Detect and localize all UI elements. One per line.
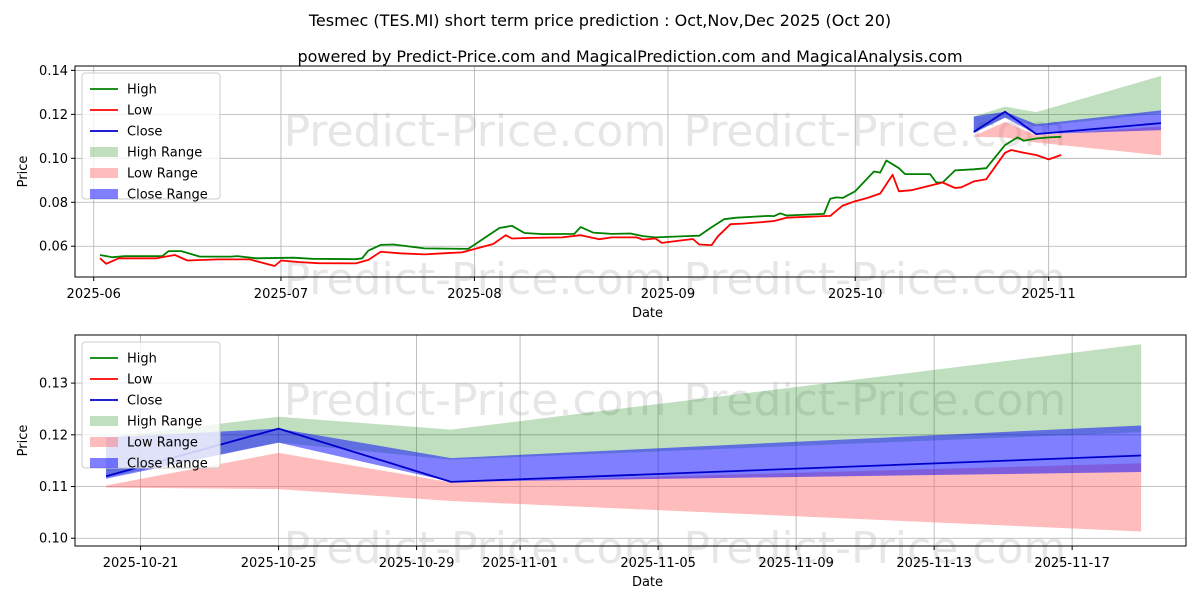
y-tick-label: 0.10 bbox=[39, 532, 68, 547]
axes-frame bbox=[74, 334, 1187, 547]
watermark-group: Predict-Price.com Predict-Price.comPredic… bbox=[284, 106, 1067, 305]
axes-frame bbox=[74, 65, 1187, 278]
band-close-range bbox=[106, 425, 1142, 482]
grid bbox=[75, 66, 1186, 277]
x-tick-label: 2025-10-21 bbox=[103, 556, 179, 571]
x-tick-label: 2025-06 bbox=[67, 287, 121, 302]
y-tick-label: 0.10 bbox=[39, 152, 68, 167]
watermark-text: Predict-Price.com bbox=[284, 106, 667, 157]
x-tick-label: 2025-11-13 bbox=[896, 556, 972, 571]
y-axis-label: Price bbox=[16, 156, 31, 188]
legend: High Low Close High Range Low Range Close Ran… bbox=[81, 341, 221, 472]
watermark-text: Predict-Price.com bbox=[284, 375, 667, 426]
watermark-text: Predict-Price.com bbox=[684, 523, 1067, 574]
x-tick-label: 2025-09 bbox=[641, 287, 695, 302]
watermark-text: Predict-Price.com bbox=[684, 375, 1067, 426]
y-tick-label: 0.12 bbox=[39, 428, 68, 443]
legend-label-high: High bbox=[127, 83, 157, 98]
top-panel: Predict-Price.com Predict-Price.comPredic… bbox=[16, 64, 1187, 321]
legend-label-low-range: Low Range bbox=[127, 436, 198, 451]
bottom-panel: Predict-Price.com Predict-Price.com Predic… bbox=[16, 334, 1187, 590]
legend-label-low: Low bbox=[127, 104, 153, 119]
chart-subtitle: powered by Predict-Price.com and Magical… bbox=[297, 47, 962, 66]
legend-swatch-close-range bbox=[90, 189, 118, 199]
legend-label-close: Close bbox=[127, 394, 162, 409]
x-tick-label: 2025-11-01 bbox=[482, 556, 558, 571]
x-tick-label: 2025-11 bbox=[1022, 287, 1076, 302]
legend-swatch-high-range bbox=[90, 416, 118, 426]
legend-swatch-low-range bbox=[90, 168, 118, 178]
x-tick-label: 2025-10-25 bbox=[241, 556, 317, 571]
series-line-close bbox=[973, 110, 1162, 135]
legend-label-close-range: Close Range bbox=[127, 457, 208, 472]
legend-box bbox=[81, 341, 221, 469]
chart-title: Tesmec (TES.MI) short term price predict… bbox=[308, 11, 891, 30]
x-axis-label: Date bbox=[632, 575, 663, 590]
legend-swatch-low-range bbox=[90, 437, 118, 447]
series-line-high bbox=[99, 135, 1062, 261]
y-tick-label: 0.14 bbox=[39, 64, 68, 79]
range-bands bbox=[106, 344, 1142, 532]
x-tick-label: 2025-11-05 bbox=[620, 556, 696, 571]
y-tick-label: 0.11 bbox=[39, 480, 68, 495]
y-tick-label: 0.08 bbox=[39, 196, 68, 211]
legend-label-high-range: High Range bbox=[127, 146, 202, 161]
legend-label-low-range: Low Range bbox=[127, 167, 198, 182]
x-tick-label: 2025-10 bbox=[828, 287, 882, 302]
legend-label-close: Close bbox=[127, 125, 162, 140]
legend-label-high: High bbox=[127, 352, 157, 367]
range-bands bbox=[973, 75, 1162, 156]
watermark-text: Predict-Price.com bbox=[284, 523, 667, 574]
x-tick-label: 2025-11-17 bbox=[1034, 556, 1110, 571]
y-tick-label: 0.13 bbox=[39, 377, 68, 392]
y-tick-label: 0.06 bbox=[39, 240, 68, 255]
legend-label-high-range: High Range bbox=[127, 415, 202, 430]
legend-box bbox=[81, 72, 221, 200]
y-axis-label: Price bbox=[16, 425, 31, 457]
x-axis-label: Date bbox=[632, 306, 663, 321]
x-tick-label: 2025-08 bbox=[447, 287, 501, 302]
legend-swatch-high-range bbox=[90, 147, 118, 157]
watermark-text: Predict-Price.com bbox=[684, 254, 1067, 305]
legend-swatch-close-range bbox=[90, 458, 118, 468]
y-tick-label: 0.12 bbox=[39, 108, 68, 123]
legend-label-close-range: Close Range bbox=[127, 188, 208, 203]
watermark-group: Predict-Price.com Predict-Price.com Predic… bbox=[284, 375, 1067, 574]
legend: High Low Close High Range Low Range Close Ran… bbox=[81, 72, 221, 203]
ticks: 2025-06 2025-07 2025-08 2025-09 2025-10 2025-… bbox=[39, 64, 1076, 302]
x-tick-label: 2025-10-29 bbox=[379, 556, 455, 571]
band-close-range bbox=[973, 110, 1162, 135]
x-tick-label: 2025-11-09 bbox=[758, 556, 834, 571]
ticks: 2025-10-21 2025-10-25 2025-10-29 2025-11-01… bbox=[39, 377, 1110, 571]
legend-label-low: Low bbox=[127, 373, 153, 388]
x-tick-label: 2025-07 bbox=[254, 287, 308, 302]
series-lines bbox=[99, 110, 1162, 267]
series-line-low bbox=[99, 149, 1062, 267]
